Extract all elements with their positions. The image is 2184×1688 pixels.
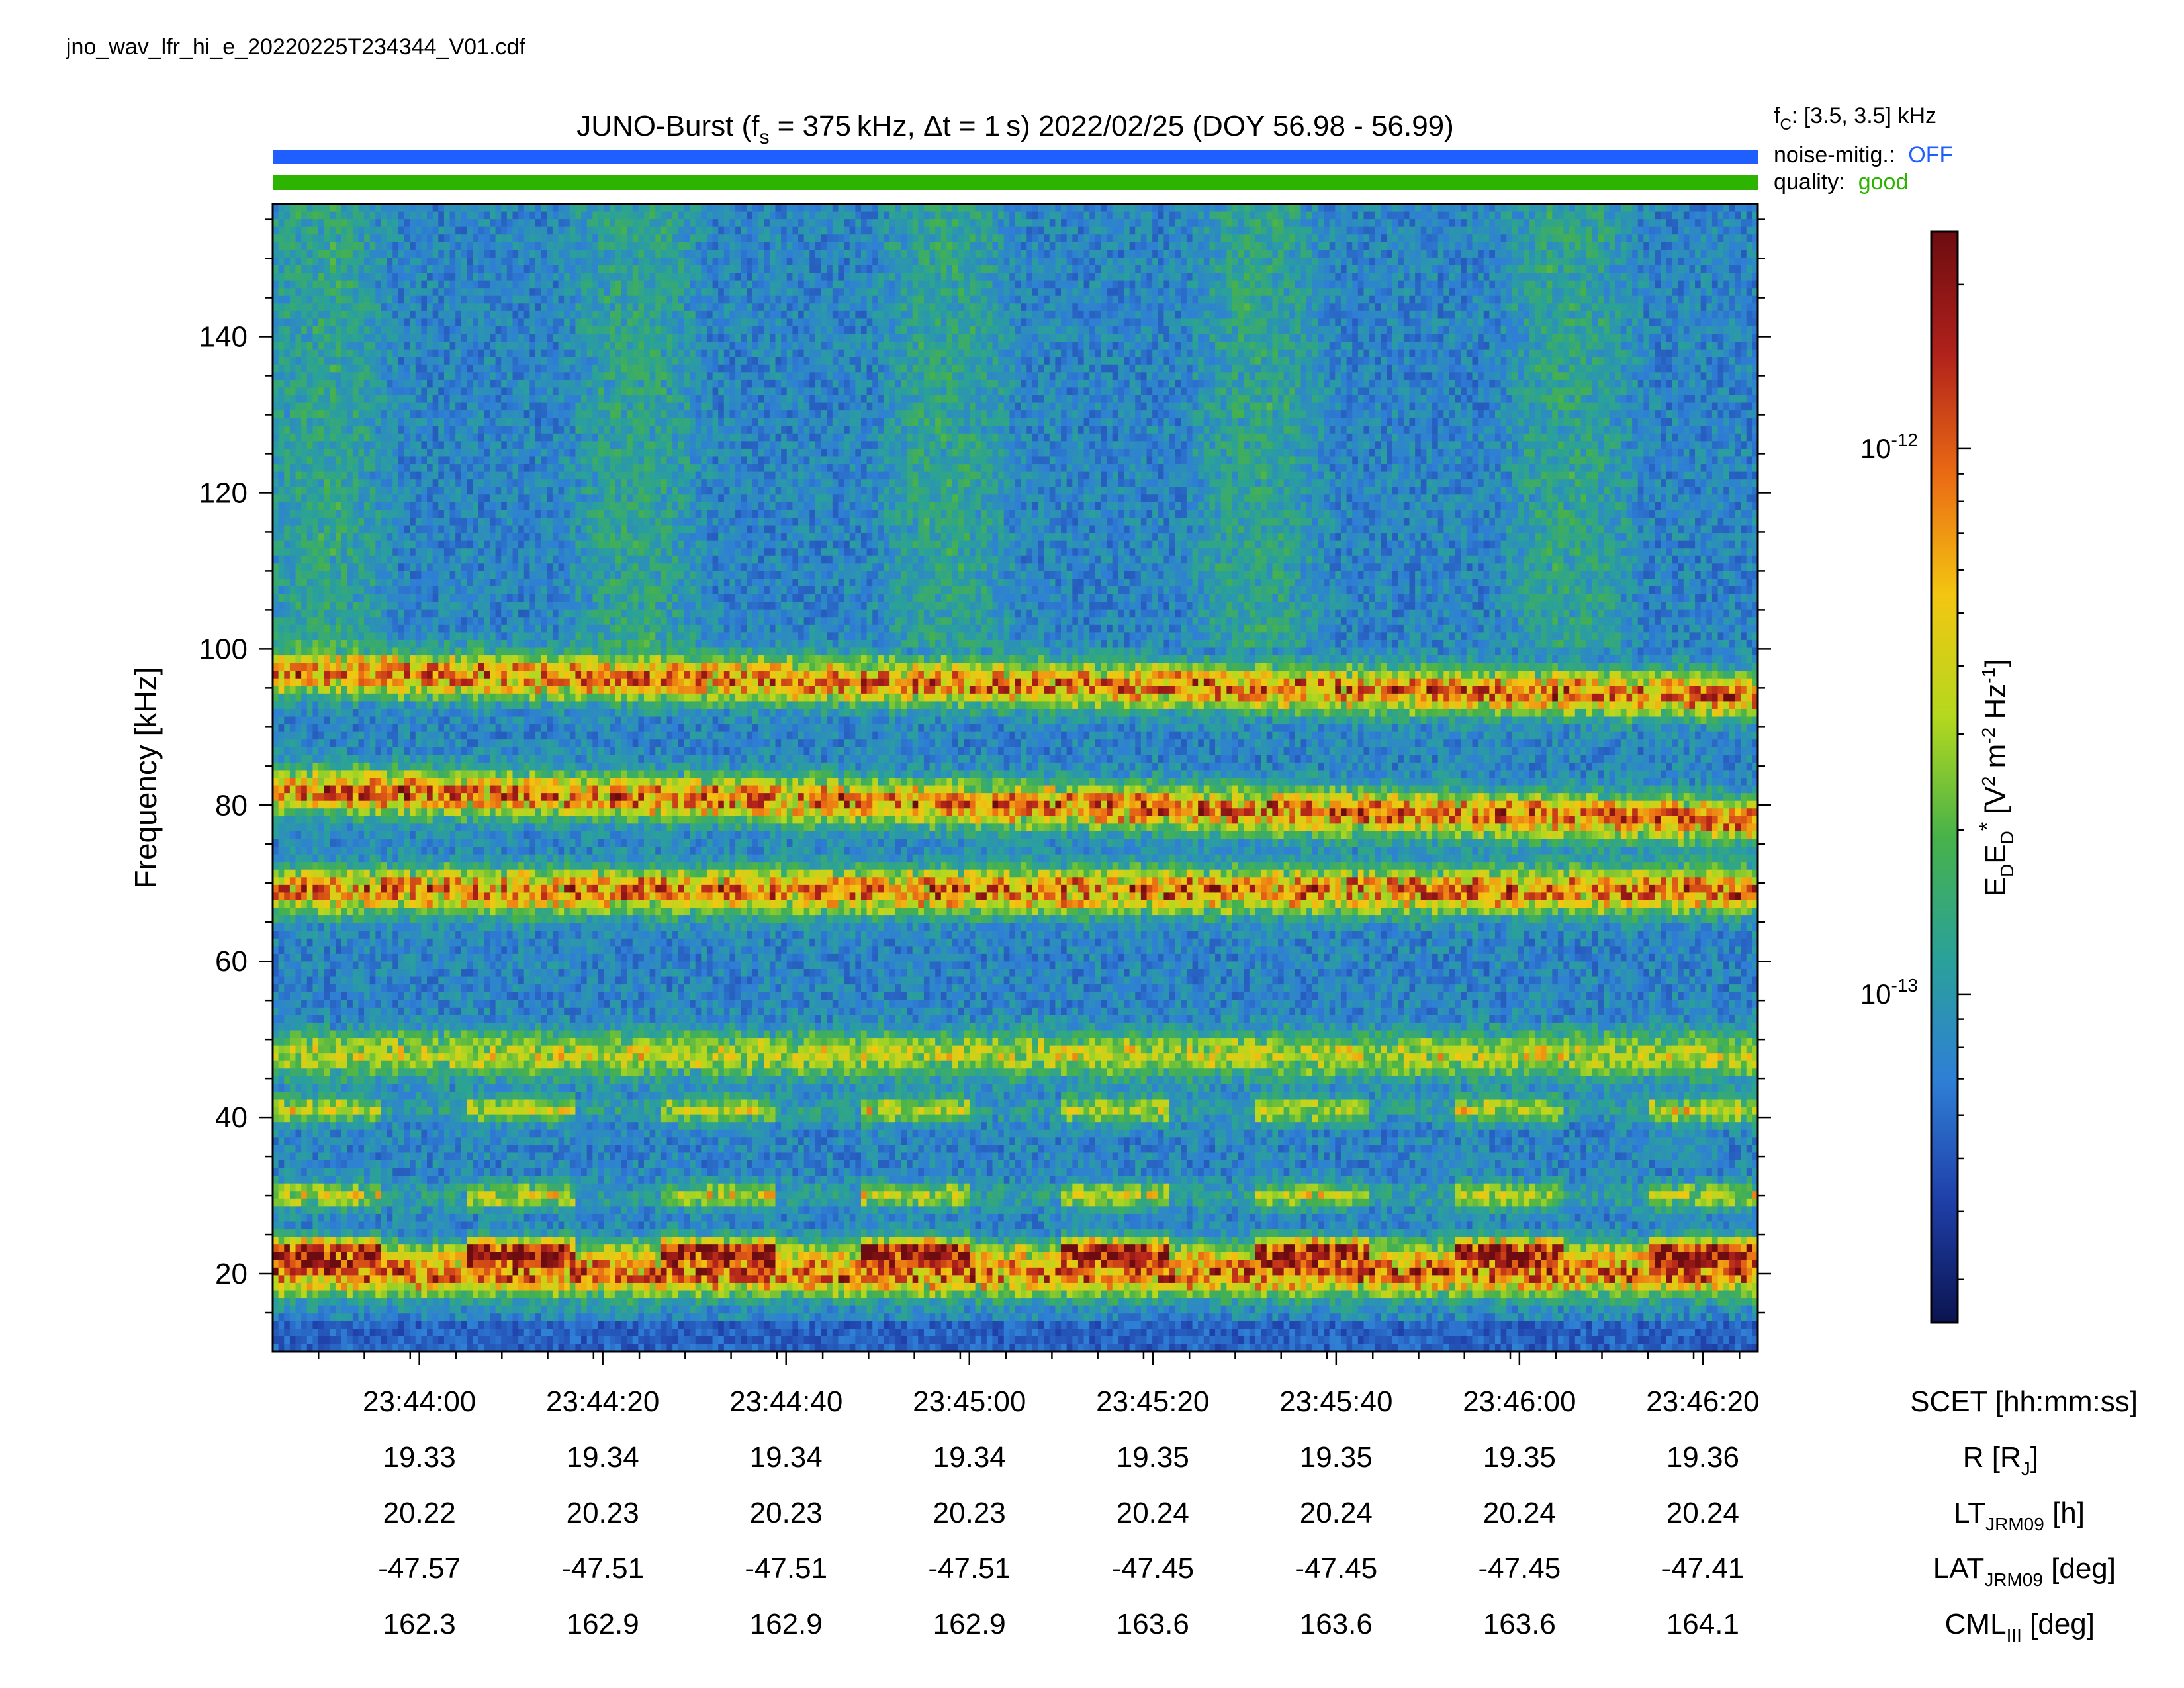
noise-mitigation-value: OFF: [1908, 142, 1953, 167]
ephemeris-value: -47.57: [378, 1552, 461, 1585]
ephemeris-value: -47.45: [1111, 1552, 1194, 1585]
spectrogram-heatmap: [273, 204, 1758, 1352]
ephemeris-value: 20.23: [567, 1497, 639, 1529]
ephemeris-value: 20.24: [1483, 1497, 1556, 1529]
lat-label: LATJRM09 [deg]: [1933, 1552, 2116, 1590]
y-tick-label: 140: [199, 321, 248, 353]
colorbar-label: EDED* [V2 m-2 Hz-1]: [1975, 659, 2017, 897]
x-axis: [318, 1352, 1739, 1365]
y-tick-label: 100: [199, 633, 248, 665]
x-tick-label: 23:44:40: [729, 1385, 842, 1418]
ephemeris-value: 162.3: [383, 1608, 456, 1640]
noise-mitigation-label: noise-mitig.:: [1774, 142, 1895, 167]
ephemeris-value: -47.41: [1662, 1552, 1745, 1585]
ephemeris-value: 19.34: [933, 1441, 1006, 1474]
ephemeris-value: -47.51: [928, 1552, 1011, 1585]
colorbar: [1931, 232, 1958, 1323]
ephemeris-value: 163.6: [1300, 1608, 1373, 1640]
quality-value: good: [1858, 169, 1909, 195]
fc-label: fC: [3.5, 3.5] kHz: [1774, 103, 1936, 134]
ephemeris-value: 163.6: [1483, 1608, 1556, 1640]
ephemeris-value: 20.22: [383, 1497, 456, 1529]
y-axis-label: Frequency [kHz]: [128, 667, 163, 889]
r-label: R [RJ]: [1963, 1441, 2038, 1479]
svg-text:quality:good: quality: good: [1774, 169, 1908, 195]
y-tick-label: 20: [215, 1258, 248, 1290]
ephemeris-value: 163.6: [1116, 1608, 1189, 1640]
ephemeris-value: 20.23: [933, 1497, 1006, 1529]
x-tick-label: 23:44:00: [363, 1385, 476, 1418]
ephemeris-value: 19.33: [383, 1441, 456, 1474]
scet-label: SCET [hh:mm:ss]: [1910, 1385, 2138, 1418]
ephemeris-value: 20.24: [1300, 1497, 1373, 1529]
svg-text:noise-mitig.:OFF: noise-mitig.: OFF: [1774, 142, 1953, 167]
ephemeris-value: 20.24: [1666, 1497, 1739, 1529]
y-tick-label: 60: [215, 945, 248, 978]
y-tick-label: 120: [199, 477, 248, 509]
ephemeris-value: 162.9: [567, 1608, 639, 1640]
ephemeris-value: -47.51: [561, 1552, 644, 1585]
ephemeris-value: 20.24: [1116, 1497, 1189, 1529]
lt-label: LTJRM09 [h]: [1954, 1497, 2085, 1534]
ephemeris-value: 20.23: [750, 1497, 823, 1529]
ephemeris-table: 23:44:00 23:44:20 23:44:40 23:45:00 23:45:20…: [363, 1385, 1760, 1640]
y-tick-label: 40: [215, 1102, 248, 1134]
ephemeris-value: -47.51: [745, 1552, 827, 1585]
ephemeris-value: 162.9: [750, 1608, 823, 1640]
noise-mitigation-status-bar: [273, 150, 1758, 164]
ephemeris-value: -47.45: [1295, 1552, 1377, 1585]
ephemeris-value: 19.35: [1483, 1441, 1556, 1474]
ephemeris-labels: SCET [hh:mm:ss] R [RJ] LTJRM09 [h] LATJR…: [1910, 1385, 2138, 1646]
ephemeris-value: 19.34: [750, 1441, 823, 1474]
quality-status-bar: [273, 175, 1758, 190]
x-tick-label: 23:45:40: [1279, 1385, 1392, 1418]
x-tick-label: 23:45:00: [913, 1385, 1026, 1418]
ephemeris-value: 19.36: [1666, 1441, 1739, 1474]
x-tick-label: 23:46:00: [1463, 1385, 1576, 1418]
y-tick-label: 80: [215, 789, 248, 821]
ephemeris-value: 19.34: [567, 1441, 639, 1474]
ephemeris-value: 162.9: [933, 1608, 1006, 1640]
x-tick-label: 23:44:20: [546, 1385, 659, 1418]
ephemeris-value: 164.1: [1666, 1608, 1739, 1640]
chart-title: JUNO-Burst (fs = 375 kHz, Δt = 1 s) 2022…: [576, 110, 1454, 148]
colorbar-tick-label: 10-13: [1860, 975, 1918, 1009]
colorbar-tick-label: 10-12: [1860, 430, 1918, 464]
quality-label: quality:: [1774, 169, 1845, 195]
ephemeris-value: 19.35: [1300, 1441, 1373, 1474]
x-tick-label: 23:46:20: [1646, 1385, 1759, 1418]
ephemeris-value: 19.35: [1116, 1441, 1189, 1474]
x-tick-label: 23:45:20: [1096, 1385, 1209, 1418]
ephemeris-value: -47.45: [1478, 1552, 1561, 1585]
cml-label: CMLIII [deg]: [1945, 1608, 2095, 1646]
